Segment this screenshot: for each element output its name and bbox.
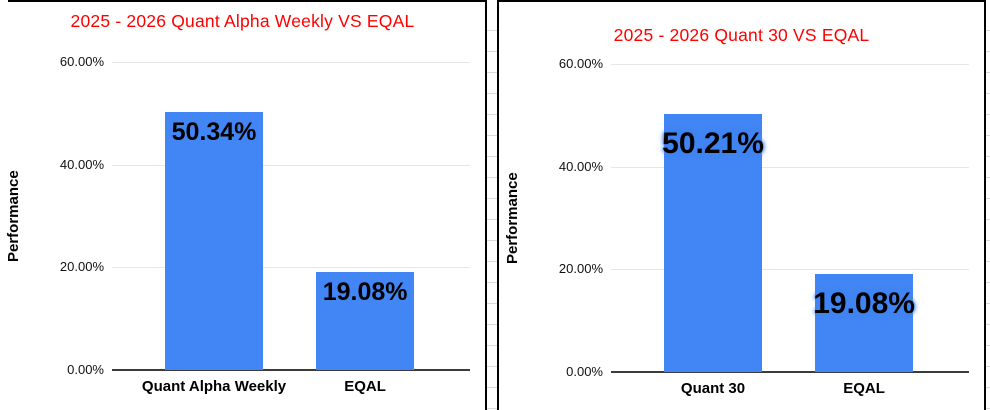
chart-title: 2025 - 2026 Quant Alpha Weekly VS EQAL <box>70 11 415 31</box>
bar-quant-alpha-weekly: 50.34% <box>165 111 264 370</box>
bar-eqal: 19.08% <box>316 272 415 370</box>
gridline <box>112 62 470 63</box>
gridline <box>611 269 969 270</box>
x-axis-label: Quant Alpha Weekly <box>141 378 287 395</box>
y-tick-label: 60.00% <box>558 56 603 71</box>
y-tick-label: 60.00% <box>59 54 104 69</box>
y-axis-title: Performance <box>504 172 521 264</box>
bar-value-label: 50.21% <box>662 127 764 161</box>
y-tick-label: 40.00% <box>59 156 104 172</box>
bar-value-label: 19.08% <box>322 278 408 307</box>
chart-title: 2025 - 2026 Quant 30 VS EQAL <box>613 25 870 45</box>
chart-quant-alpha-weekly-vs-eqal[interactable]: 2025 - 2026 Quant Alpha Weekly VS EQAL P… <box>0 0 487 410</box>
x-axis-label: EQAL <box>344 378 386 395</box>
x-axis-label: EQAL <box>843 380 885 397</box>
gridline <box>112 165 470 166</box>
gridline <box>611 64 969 65</box>
plot-area: 0.00% 20.00% 40.00% 60.00% 50.21% Quant 30 19.… <box>559 56 969 397</box>
y-tick-label: 40.00% <box>558 158 603 174</box>
bar-value-label: 19.08% <box>813 287 915 321</box>
chart-quant-30-vs-eqal[interactable]: 2025 - 2026 Quant 30 VS EQAL Performance… <box>497 0 986 410</box>
y-axis-title: Performance <box>5 170 22 262</box>
bar-eqal: 19.08% <box>813 274 915 372</box>
y-tick-label: 20.00% <box>558 261 603 277</box>
y-tick-label: 0.00% <box>67 362 104 377</box>
x-axis-label: Quant 30 <box>680 380 746 397</box>
x-axis-line <box>611 371 969 373</box>
y-tick-label: 0.00% <box>566 364 603 379</box>
plot-area: 0.00% 20.00% 40.00% 60.00% 50.34% Quant Alpha… <box>60 54 470 395</box>
bar-quant-30: 50.21% <box>662 114 764 372</box>
gridline <box>611 167 969 168</box>
y-tick-label: 20.00% <box>59 259 104 275</box>
bar-value-label: 50.34% <box>171 117 257 146</box>
x-axis-line <box>112 369 470 371</box>
gridline <box>112 267 470 268</box>
